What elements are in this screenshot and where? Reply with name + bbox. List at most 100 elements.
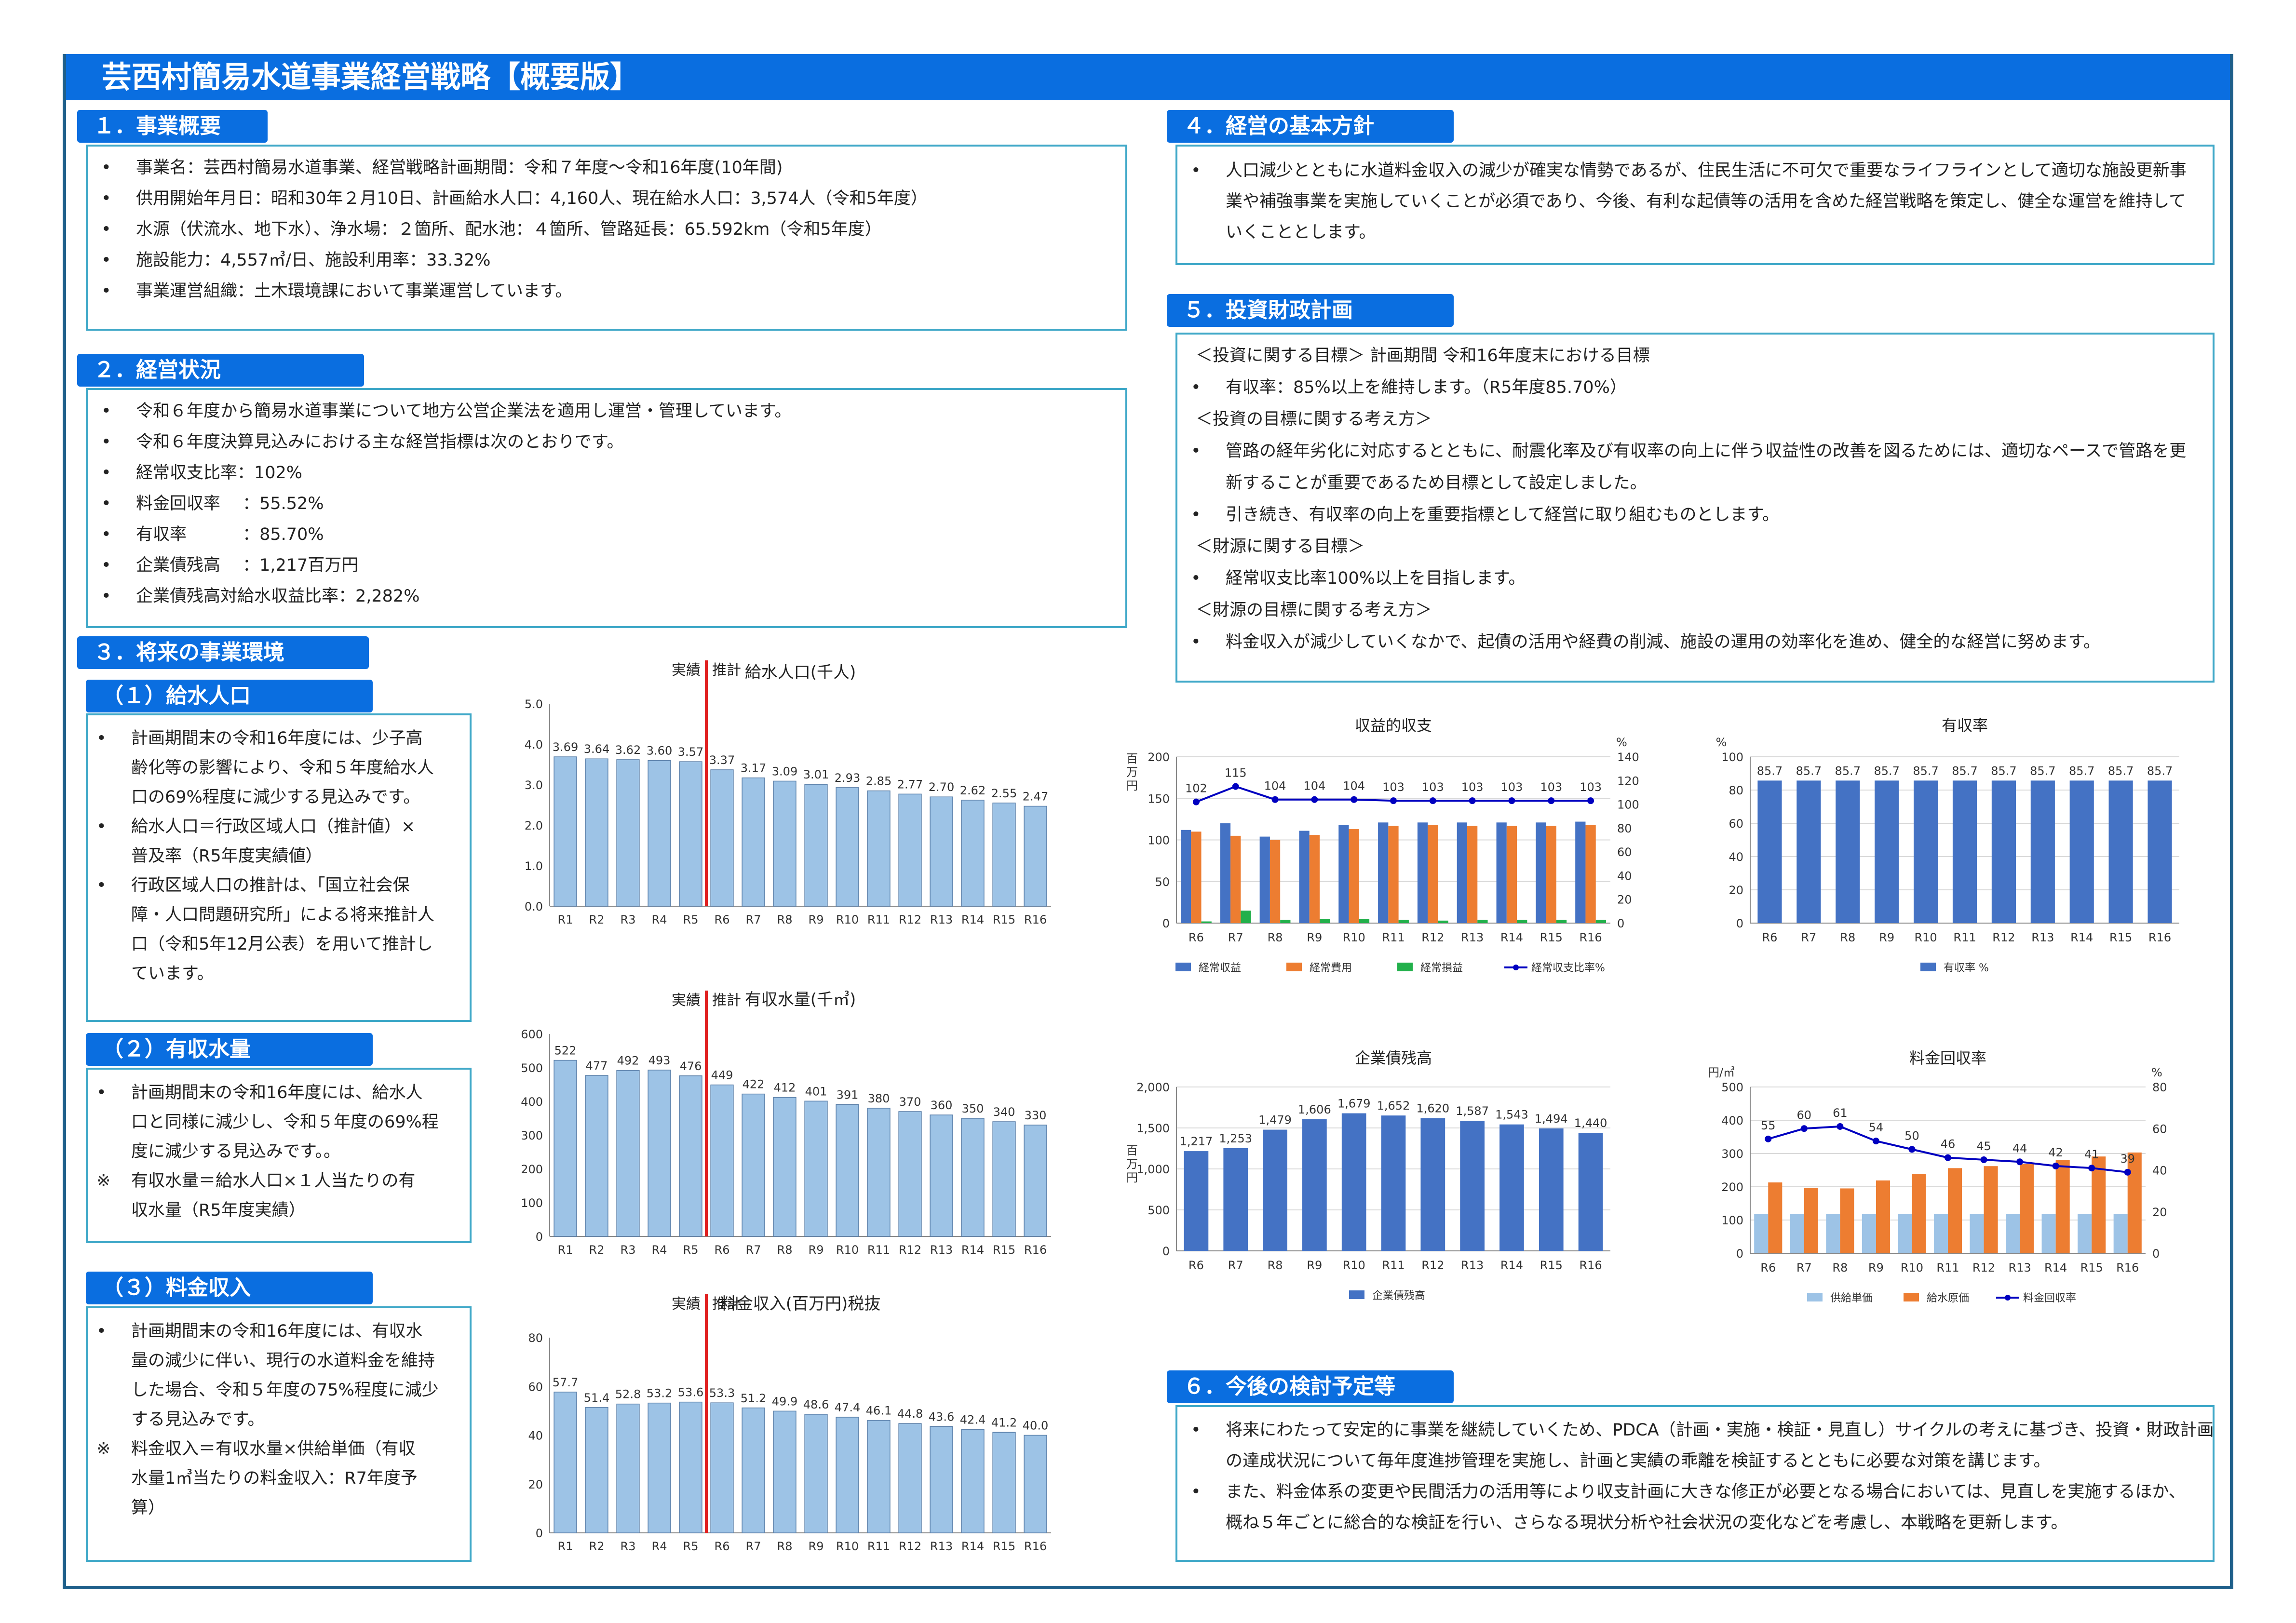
bar-value-label: 2.93 [835,771,860,785]
y-tick-label: 50 [1155,875,1170,889]
x-tick-label: R15 [2080,1261,2103,1274]
x-tick-label: R14 [1500,1259,1523,1272]
x-tick-label: R11 [1936,1261,1959,1274]
y-tick-label: 100 [1148,834,1170,847]
bar [1024,1435,1047,1533]
line-value-label: 61 [1833,1106,1848,1120]
bar [1796,780,1821,923]
bar-value-label: 1,679 [1337,1097,1371,1111]
x-tick-label: R8 [1832,1261,1848,1274]
line-value-label: 103 [1580,780,1602,794]
chart-title: 給水人口(千人) [745,663,856,682]
line-point [1945,1154,1951,1161]
y2-tick-label: 0 [1617,917,1624,930]
bar [1517,920,1527,923]
line-value-label: 44 [2012,1141,2027,1155]
bar-value-label: 522 [554,1044,577,1058]
y-tick-label: 200 [1721,1180,1743,1194]
y-tick-label: 0 [1162,917,1170,930]
x-tick-label: R1 [558,1540,573,1553]
bar [992,1432,1016,1533]
bar-value-label: 330 [1025,1109,1047,1122]
bar [554,1392,577,1533]
bar [1270,840,1281,923]
legend-swatch [1397,963,1413,971]
bar [1546,826,1556,923]
bar-value-label: 41.2 [991,1416,1017,1429]
line-text: 口と同様に減少し、令和５年度の69%程 [131,1113,439,1132]
title-bar: 芸西村簡易水道事業経営戦略【概要版】 [66,54,2230,100]
line-text: 料金収入が減少していくなかで、起債の活用や経費の削減、施設の運用の効率化を進め、… [1226,632,2101,652]
bar-value-label: 40.0 [1023,1419,1048,1433]
line-point [1232,783,1239,790]
line-text: 新することが重要であるため目標として設定しました。 [1226,473,1647,493]
bar [1398,920,1409,923]
bullet-marker: ※ [96,1171,111,1191]
bar-value-label: 85.7 [1952,764,1977,778]
bar-value-label: 2.55 [991,787,1017,800]
bar-value-label: 2.77 [897,778,923,791]
x-tick-label: R8 [777,1540,793,1553]
bar [1181,830,1191,923]
line-point [2124,1168,2131,1176]
bullet-marker: • [101,282,111,301]
bullet-marker: • [1191,632,1201,652]
y-tick-label: 5.0 [525,697,543,711]
line-value-label: 103 [1501,780,1523,794]
bar [773,1097,797,1237]
bar [585,1407,608,1533]
bar-value-label: 44.8 [897,1407,923,1421]
x-tick-label: R8 [1840,931,1855,944]
x-tick-label: R7 [1796,1261,1812,1274]
bar [773,780,797,907]
y2-tick-label: 0 [2152,1247,2160,1261]
y-tick-label: 0 [1162,1245,1170,1258]
bullet-marker: • [101,463,111,483]
y-tick-label: 40 [1729,850,1743,864]
bar [1556,920,1567,923]
bar [1585,825,1596,923]
y-tick-label: 600 [521,1028,543,1041]
bar-value-label: 49.9 [772,1395,797,1408]
line-value-label: 39 [2120,1152,2135,1166]
bullet-marker: • [1191,161,1201,180]
line-text: の達成状況について毎年度進捗管理を実施し、計画と実績の乖離を検証するとともに必要… [1226,1451,2051,1471]
bar-value-label: 53.6 [678,1386,703,1399]
line-point [1800,1125,1808,1132]
line-point [1311,796,1318,803]
line-point [1351,796,1358,803]
line-point [1908,1146,1916,1153]
line-text: ＜財源に関する目標＞ [1196,537,1365,556]
revenue-chart: 料金収入(百万円)税抜 0 20 40 60 80 57.7 R1 51.4 R2 52.8 R3 53… [528,1294,1051,1553]
y-tick-label: 80 [1729,784,1743,797]
y-tick-label: 400 [1721,1114,1743,1127]
line-point [2052,1162,2059,1169]
x-tick-label: R11 [867,1540,890,1553]
bar [2020,1164,2034,1253]
bar-value-label: 1,479 [1258,1113,1292,1127]
forecast-label: 推計 [712,1296,741,1313]
x-tick-label: R8 [1268,931,1283,944]
x-tick-label: R12 [1421,1259,1444,1272]
legend-label: 経常収支比率% [1531,962,1605,974]
bar [1826,1214,1840,1253]
legend-swatch [1920,963,1936,971]
bar [1263,1129,1287,1251]
legend-swatch [2005,1295,2011,1301]
bar-value-label: 46.1 [866,1404,891,1418]
y-unit-label: 万 [1126,765,1138,779]
bar [836,1417,859,1533]
x-tick-label: R7 [1228,931,1243,944]
section-1-box [86,145,1127,331]
bullet-marker: • [101,251,111,270]
line-value-label: 103 [1422,780,1444,794]
section-5-heading: ５．投資財政計画 [1167,294,1454,327]
bullet-marker: • [101,494,111,513]
line-text: 事業名：芸西村簡易水道事業、経営戦略計画期間：令和７年度～令和16年度(10年間… [136,158,783,177]
bar [1948,1168,1962,1253]
bar [930,1426,953,1533]
y-unit-label: 円 [1126,779,1138,792]
section-2-box [86,388,1127,628]
x-tick-label: R10 [1343,931,1365,944]
bar [898,1423,922,1533]
